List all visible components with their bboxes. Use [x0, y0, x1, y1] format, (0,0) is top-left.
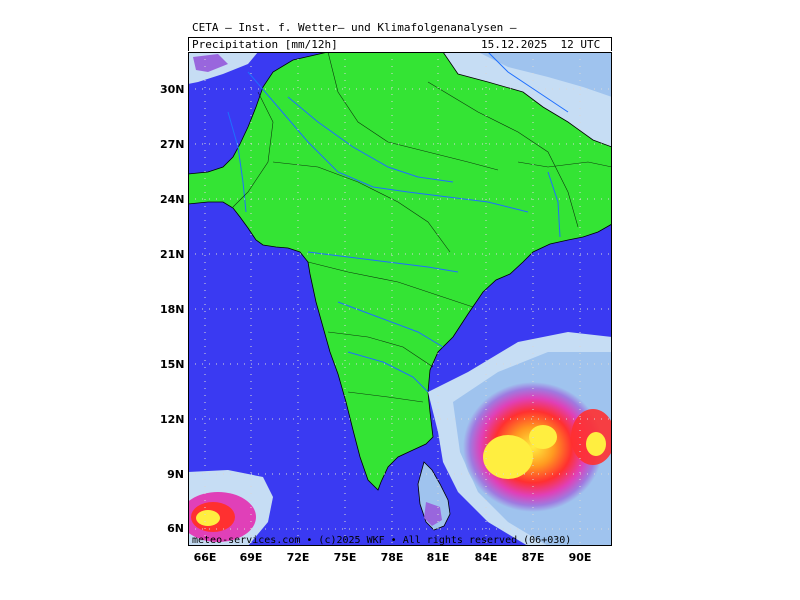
lat-label-9n: 9N [167, 468, 184, 481]
lon-label-87e: 87E [521, 551, 545, 564]
graticule [188, 52, 612, 546]
borders [232, 52, 612, 403]
lon-label-90e: 90E [568, 551, 592, 564]
precip-core-northwest [193, 54, 228, 72]
lon-label-78e: 78E [380, 551, 404, 564]
lat-label-21n: 21N [160, 248, 185, 261]
precip-area-himalaya-inner [478, 52, 612, 97]
lon-label-81e: 81E [426, 551, 450, 564]
lat-label-27n: 27N [160, 138, 185, 151]
lat-label-18n: 18N [160, 303, 185, 316]
lon-label-66e: 66E [193, 551, 217, 564]
lon-label-84e: 84E [474, 551, 498, 564]
parameter-label: Precipitation [mm/12h] [192, 38, 338, 51]
valid-time-label: 15.12.2025 12 UTC [481, 38, 601, 51]
map-frame [188, 52, 612, 546]
lat-label-24n: 24N [160, 193, 185, 206]
lat-label-30n: 30N [160, 83, 185, 96]
lon-label-72e: 72E [286, 551, 310, 564]
header-frame [188, 37, 612, 51]
storm-core-arabian-sea-center [196, 510, 220, 526]
lat-label-12n: 12N [160, 413, 185, 426]
lat-label-15n: 15N [160, 358, 185, 371]
storm-core-yellow-2 [529, 425, 557, 449]
storm-core-bay-of-bengal [463, 382, 603, 512]
rivers [227, 52, 569, 393]
precipitation-map: meteo-services.com • (c)2025 WKF • All r… [188, 52, 612, 546]
lon-label-69e: 69E [239, 551, 263, 564]
chart-title: CETA — Inst. f. Wetter— und Klimafolgena… [192, 21, 517, 34]
land-mass [188, 52, 612, 491]
credit-text: meteo-services.com • (c)2025 WKF • All r… [192, 535, 571, 546]
storm-band-east-inner [586, 432, 606, 456]
storm-core-yellow-1 [483, 435, 533, 479]
lat-label-6n: 6N [167, 522, 184, 535]
lon-label-75e: 75E [333, 551, 357, 564]
